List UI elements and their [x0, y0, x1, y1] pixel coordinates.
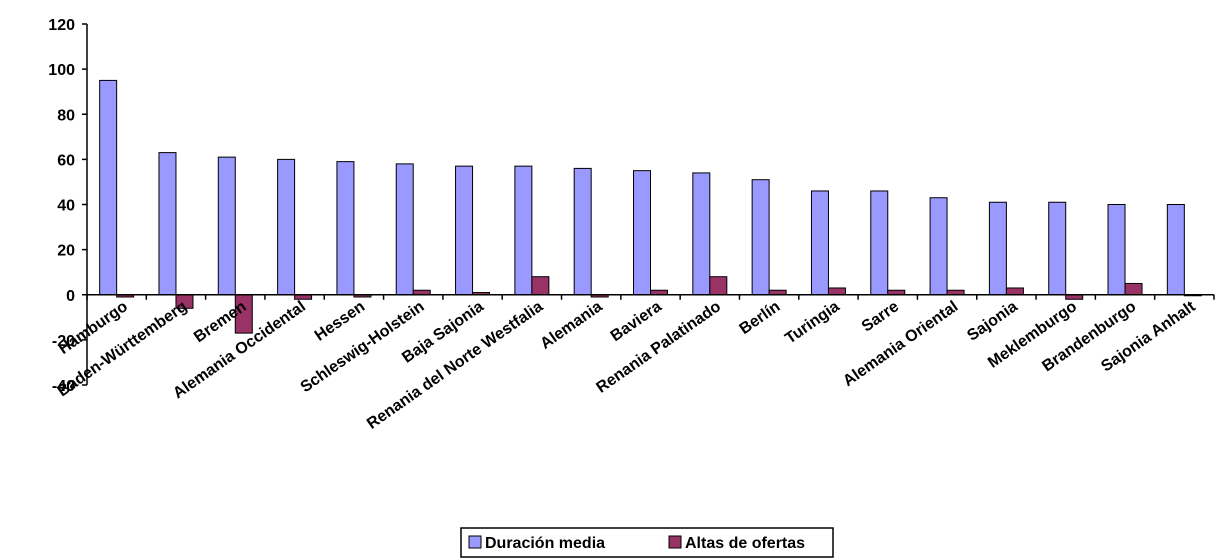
bar-duracion-media	[1166, 204, 1185, 296]
legend-label: Duración media	[485, 535, 605, 552]
bar-duracion-media	[336, 161, 355, 296]
bar-duracion-media	[573, 167, 592, 296]
bar-altas-de-ofertas	[531, 276, 550, 296]
y-tick-label: 100	[48, 62, 75, 79]
bar-duracion-media	[810, 190, 829, 296]
y-tick-label: 60	[57, 152, 75, 169]
bar-duracion-media	[277, 158, 296, 296]
y-axis: -40 -20 0 20 40 60 80 100 120	[48, 17, 88, 395]
bar-duracion-media	[870, 190, 889, 296]
bar-duracion-media	[1107, 204, 1126, 296]
y-tick-label: 20	[57, 243, 75, 260]
bar-duracion-media	[692, 172, 711, 296]
bar-duracion-media	[217, 156, 236, 296]
y-tick-label: -40	[52, 378, 75, 395]
x-category-label: Berlín	[737, 298, 784, 338]
x-category-label: Sarre	[859, 298, 902, 335]
bar-duracion-media	[751, 179, 770, 296]
y-tick-label: 40	[57, 198, 75, 215]
bar-altas-de-ofertas	[827, 287, 846, 296]
bar-altas-de-ofertas	[1005, 287, 1024, 296]
bar-duracion-media	[395, 163, 414, 296]
legend-box	[460, 527, 834, 558]
legend-label: Altas de ofertas	[685, 535, 805, 552]
legend-swatch	[468, 535, 482, 549]
bar-duracion-media	[455, 165, 474, 296]
legend: Duración media Altas de ofertas	[460, 527, 834, 558]
y-tick-label: -20	[52, 333, 75, 350]
legend-swatch	[668, 535, 682, 549]
bar-duracion-media	[929, 197, 948, 296]
bar-duracion-media	[988, 201, 1007, 296]
bar-duracion-media	[99, 79, 118, 296]
bar-altas-de-ofertas	[709, 276, 728, 296]
bar-duracion-media	[1048, 201, 1067, 296]
y-tick-label: 0	[66, 288, 75, 305]
y-tick-label: 120	[48, 17, 75, 34]
bar-duracion-media	[158, 152, 177, 296]
bar-duracion-media	[633, 170, 651, 296]
x-category-label: Alemania	[537, 298, 605, 353]
y-tick-label: 80	[57, 107, 75, 124]
bar-duracion-media	[514, 165, 533, 296]
x-category-label: Turingia	[782, 298, 843, 348]
bar-altas-de-ofertas	[1124, 282, 1143, 296]
